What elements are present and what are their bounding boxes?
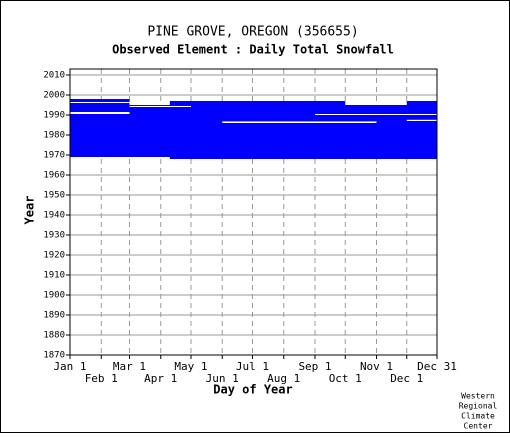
data-gap xyxy=(315,114,437,115)
credit-line: Western xyxy=(461,392,495,401)
x-tick-label: Aug 1 xyxy=(267,372,300,385)
y-tick-label: 1870 xyxy=(43,351,65,361)
data-block xyxy=(70,99,130,157)
y-tick-label: 2000 xyxy=(43,91,65,101)
chart-title: PINE GROVE, OREGON (356655) xyxy=(147,25,358,40)
x-tick-label: Oct 1 xyxy=(329,372,362,385)
data-block xyxy=(169,101,346,105)
y-tick-label: 1930 xyxy=(43,231,65,241)
data-gap xyxy=(406,119,437,121)
x-axis-label: Day of Year xyxy=(213,383,292,397)
data-block xyxy=(129,105,437,157)
y-tick-label: 1960 xyxy=(43,171,65,181)
y-tick-label: 1950 xyxy=(43,191,65,201)
data-gap xyxy=(70,112,130,114)
x-tick-label: Mar 1 xyxy=(113,360,146,373)
y-tick-label: 2010 xyxy=(43,71,65,81)
x-tick-label: Sep 1 xyxy=(298,360,331,373)
x-tick-label: Apr 1 xyxy=(144,372,177,385)
data-gap xyxy=(129,106,191,107)
x-tick-label: May 1 xyxy=(174,360,207,373)
x-tick-label: Jul 1 xyxy=(236,360,269,373)
credit-line: Center xyxy=(464,422,493,431)
plot-border xyxy=(69,68,438,356)
x-tick-label: Nov 1 xyxy=(360,360,393,373)
y-tick-label: 1900 xyxy=(43,291,65,301)
y-tick-label: 1910 xyxy=(43,271,65,281)
y-tick-label: 1890 xyxy=(43,311,65,321)
x-tick-label: Jun 1 xyxy=(206,372,239,385)
y-tick-label: 1920 xyxy=(43,251,65,261)
y-tick-label: 1970 xyxy=(43,151,65,161)
y-axis-label: Year xyxy=(23,196,37,225)
credit-line: Regional xyxy=(459,402,498,411)
data-gap xyxy=(70,102,130,103)
x-tick-label: Dec 1 xyxy=(390,372,423,385)
x-tick-label: Dec 31 xyxy=(417,360,457,373)
credit-line: Climate xyxy=(461,412,495,421)
x-tick-label: Jan 1 xyxy=(53,360,86,373)
data-block xyxy=(169,155,438,159)
y-tick-label: 1940 xyxy=(43,211,65,221)
y-tick-label: 1880 xyxy=(43,331,65,341)
y-tick-label: 1980 xyxy=(43,131,65,141)
y-tick-label: 1990 xyxy=(43,111,65,121)
x-tick-label: Feb 1 xyxy=(85,372,118,385)
chart-subtitle: Observed Element : Daily Total Snowfall xyxy=(112,43,394,57)
data-block xyxy=(406,101,437,105)
data-gap xyxy=(222,121,377,123)
